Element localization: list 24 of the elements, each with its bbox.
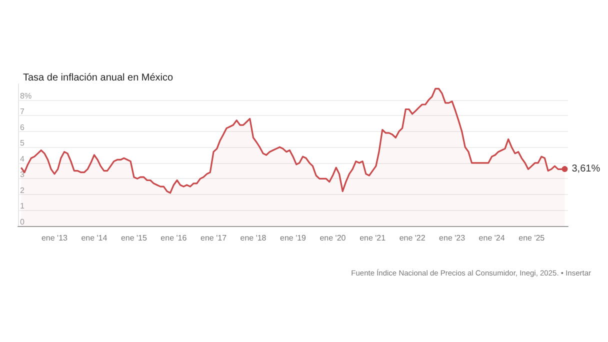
y-tick-label: 6 <box>20 122 25 132</box>
x-tick-label: ene '13 <box>41 234 68 242</box>
y-tick-label: 7 <box>20 107 25 116</box>
x-tick-label: ene '21 <box>360 234 386 242</box>
y-tick-label: 2 <box>20 186 25 195</box>
y-tick-label: 0 <box>20 218 25 226</box>
x-tick-label: ene '25 <box>518 234 546 242</box>
annotation: 3,61% <box>572 164 600 175</box>
y-tick-label: 5 <box>20 138 25 148</box>
x-tick-label: ene '19 <box>280 234 307 242</box>
y-tick-label: 1 <box>20 202 25 211</box>
x-tick-label: ene '14 <box>81 234 108 242</box>
x-tick-label: ene '15 <box>120 234 148 242</box>
x-tick-label: ene '22 <box>399 234 426 242</box>
chart-title: Tasa de inflación anual en México <box>23 72 174 84</box>
y-tick-label: 8% <box>20 91 32 100</box>
y-tick-label: 3 <box>20 170 25 180</box>
x-tick-label: ene '16 <box>160 234 188 242</box>
x-tick-label: ene '24 <box>478 234 506 242</box>
x-tick-label: ene '23 <box>439 234 466 242</box>
x-tick-label: ene '17 <box>200 234 228 242</box>
x-tick-label: ene '20 <box>320 234 346 242</box>
x-tick-label: ene '18 <box>240 234 267 242</box>
y-tick-label: 4 <box>20 154 25 164</box>
